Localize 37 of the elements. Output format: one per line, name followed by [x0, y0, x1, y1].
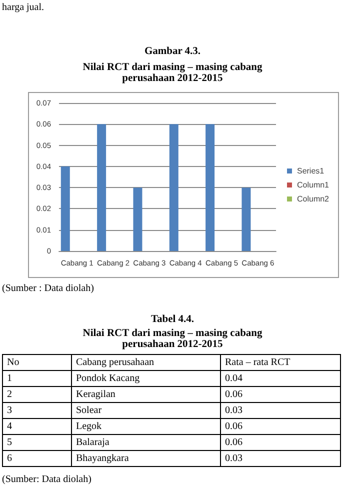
- text: 5: [2, 434, 72, 450]
- text: Cabang perusahaan: [72, 354, 220, 370]
- text: 2: [2, 386, 72, 402]
- legend-label: Column2: [296, 194, 330, 204]
- text: 0.03: [220, 402, 340, 418]
- text: 6: [2, 450, 72, 466]
- bar: [97, 124, 106, 251]
- legend-label: Series1: [296, 166, 325, 176]
- text: 4: [2, 418, 72, 434]
- text: harga jual.: [2, 2, 44, 13]
- text: 1: [2, 370, 72, 386]
- text: 0.04: [220, 370, 340, 386]
- text: Balaraja: [72, 434, 220, 450]
- text: Bhayangkara: [72, 450, 220, 466]
- text: No: [2, 354, 72, 370]
- text: 0.06: [220, 434, 340, 450]
- bar: [133, 188, 142, 251]
- chart-title: Nilai RCT dari masing – masing cabang perusahaan 2012-2015: [82, 62, 264, 84]
- text: Keragilan: [72, 386, 220, 402]
- text: Rata – rata RCT: [220, 354, 340, 370]
- text: Solear: [72, 402, 220, 418]
- text: Nilai RCT dari masing – masing cabang perusahaan 2012-2015: [82, 328, 264, 350]
- text: 0.03: [220, 450, 340, 466]
- bar: [206, 124, 215, 251]
- text: 3: [2, 402, 72, 418]
- bar: [242, 188, 251, 251]
- legend-label: Column1: [296, 180, 330, 190]
- text: Legok: [72, 418, 220, 434]
- text: (Sumber : Data diolah): [2, 283, 94, 294]
- bar: [169, 124, 178, 251]
- bar: [60, 166, 70, 251]
- text: 0.06: [220, 386, 340, 402]
- text: (Sumber: Data diolah): [2, 474, 92, 485]
- text: 0.06: [220, 418, 340, 434]
- text: Pondok Kacang: [72, 370, 220, 386]
- text: Gambar 4.3.: [143, 46, 202, 57]
- text: Tabel 4.4.: [150, 314, 196, 325]
